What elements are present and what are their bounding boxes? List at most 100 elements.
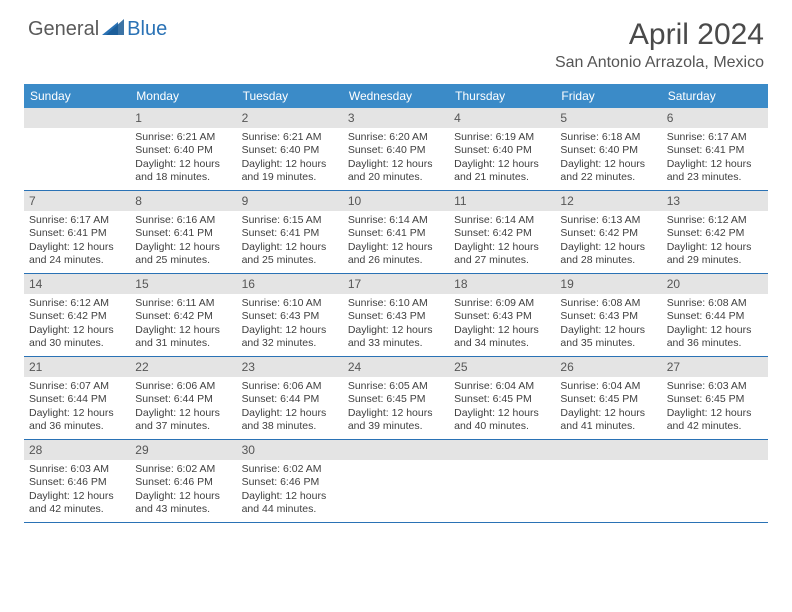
day-body: Sunrise: 6:12 AMSunset: 6:42 PMDaylight:… <box>662 211 768 273</box>
day-cell: 13Sunrise: 6:12 AMSunset: 6:42 PMDayligh… <box>662 191 768 273</box>
day-body: Sunrise: 6:16 AMSunset: 6:41 PMDaylight:… <box>130 211 236 273</box>
day-body-line: Daylight: 12 hours <box>29 407 125 420</box>
title-block: April 2024 San Antonio Arrazola, Mexico <box>555 18 764 72</box>
day-body: Sunrise: 6:18 AMSunset: 6:40 PMDaylight:… <box>555 128 661 190</box>
week-row: 7Sunrise: 6:17 AMSunset: 6:41 PMDaylight… <box>24 191 768 274</box>
day-number: 23 <box>237 357 343 377</box>
day-body: Sunrise: 6:03 AMSunset: 6:45 PMDaylight:… <box>662 377 768 439</box>
day-body <box>662 460 768 468</box>
day-body-line: and 38 minutes. <box>242 420 338 433</box>
day-body-line: Daylight: 12 hours <box>454 158 550 171</box>
day-body-line: and 28 minutes. <box>560 254 656 267</box>
day-body-line: and 19 minutes. <box>242 171 338 184</box>
day-number: 7 <box>24 191 130 211</box>
day-body-line: Sunset: 6:41 PM <box>667 144 763 157</box>
day-body-line: and 24 minutes. <box>29 254 125 267</box>
day-number: 18 <box>449 274 555 294</box>
day-cell: 30Sunrise: 6:02 AMSunset: 6:46 PMDayligh… <box>237 440 343 522</box>
day-body-line: Daylight: 12 hours <box>135 241 231 254</box>
day-body-line: and 18 minutes. <box>135 171 231 184</box>
day-number: 1 <box>130 108 236 128</box>
day-number: 19 <box>555 274 661 294</box>
day-body: Sunrise: 6:06 AMSunset: 6:44 PMDaylight:… <box>130 377 236 439</box>
day-body-line: Sunset: 6:41 PM <box>348 227 444 240</box>
day-number: 30 <box>237 440 343 460</box>
day-body: Sunrise: 6:11 AMSunset: 6:42 PMDaylight:… <box>130 294 236 356</box>
logo-text-1: General <box>28 18 99 41</box>
day-cell: 24Sunrise: 6:05 AMSunset: 6:45 PMDayligh… <box>343 357 449 439</box>
logo: General Blue <box>28 18 167 41</box>
day-body-line: Sunrise: 6:07 AM <box>29 380 125 393</box>
dow-wednesday: Wednesday <box>343 84 449 108</box>
day-cell: 23Sunrise: 6:06 AMSunset: 6:44 PMDayligh… <box>237 357 343 439</box>
day-body: Sunrise: 6:04 AMSunset: 6:45 PMDaylight:… <box>555 377 661 439</box>
day-body-line: Daylight: 12 hours <box>667 407 763 420</box>
day-body-line: Sunrise: 6:02 AM <box>242 463 338 476</box>
day-body-line: Sunset: 6:43 PM <box>242 310 338 323</box>
day-body <box>343 460 449 468</box>
day-body-line: Sunset: 6:42 PM <box>454 227 550 240</box>
day-body-line: Sunset: 6:46 PM <box>29 476 125 489</box>
day-cell: 25Sunrise: 6:04 AMSunset: 6:45 PMDayligh… <box>449 357 555 439</box>
day-body-line: Sunrise: 6:21 AM <box>242 131 338 144</box>
day-cell <box>662 440 768 522</box>
day-body-line: and 36 minutes. <box>667 337 763 350</box>
day-body-line: Sunrise: 6:15 AM <box>242 214 338 227</box>
day-body-line: Sunset: 6:40 PM <box>242 144 338 157</box>
day-body-line: and 29 minutes. <box>667 254 763 267</box>
day-number: 21 <box>24 357 130 377</box>
day-body-line: Sunrise: 6:03 AM <box>667 380 763 393</box>
day-cell: 9Sunrise: 6:15 AMSunset: 6:41 PMDaylight… <box>237 191 343 273</box>
day-body-line: and 44 minutes. <box>242 503 338 516</box>
day-cell: 21Sunrise: 6:07 AMSunset: 6:44 PMDayligh… <box>24 357 130 439</box>
day-body-line: Sunrise: 6:17 AM <box>667 131 763 144</box>
day-body-line: Sunset: 6:44 PM <box>242 393 338 406</box>
day-number <box>449 440 555 460</box>
day-body-line: Sunset: 6:45 PM <box>348 393 444 406</box>
day-body-line: Sunset: 6:45 PM <box>454 393 550 406</box>
day-cell: 28Sunrise: 6:03 AMSunset: 6:46 PMDayligh… <box>24 440 130 522</box>
day-body-line: Sunrise: 6:05 AM <box>348 380 444 393</box>
day-body-line: and 23 minutes. <box>667 171 763 184</box>
day-body-line: Sunset: 6:41 PM <box>29 227 125 240</box>
dow-saturday: Saturday <box>662 84 768 108</box>
day-body: Sunrise: 6:13 AMSunset: 6:42 PMDaylight:… <box>555 211 661 273</box>
day-cell: 29Sunrise: 6:02 AMSunset: 6:46 PMDayligh… <box>130 440 236 522</box>
day-body-line: and 37 minutes. <box>135 420 231 433</box>
day-body-line: Daylight: 12 hours <box>348 324 444 337</box>
day-cell: 10Sunrise: 6:14 AMSunset: 6:41 PMDayligh… <box>343 191 449 273</box>
day-cell: 1Sunrise: 6:21 AMSunset: 6:40 PMDaylight… <box>130 108 236 190</box>
day-cell: 12Sunrise: 6:13 AMSunset: 6:42 PMDayligh… <box>555 191 661 273</box>
day-body-line: and 31 minutes. <box>135 337 231 350</box>
day-body-line: Sunrise: 6:12 AM <box>667 214 763 227</box>
day-body: Sunrise: 6:08 AMSunset: 6:43 PMDaylight:… <box>555 294 661 356</box>
month-title: April 2024 <box>555 18 764 52</box>
header: General Blue April 2024 San Antonio Arra… <box>0 0 792 78</box>
day-body-line: Sunrise: 6:13 AM <box>560 214 656 227</box>
day-body-line: Sunset: 6:41 PM <box>242 227 338 240</box>
day-body-line: Daylight: 12 hours <box>29 241 125 254</box>
day-body-line: Sunrise: 6:10 AM <box>348 297 444 310</box>
day-cell: 15Sunrise: 6:11 AMSunset: 6:42 PMDayligh… <box>130 274 236 356</box>
day-body-line: Daylight: 12 hours <box>454 324 550 337</box>
day-cell: 14Sunrise: 6:12 AMSunset: 6:42 PMDayligh… <box>24 274 130 356</box>
day-number: 25 <box>449 357 555 377</box>
day-cell: 4Sunrise: 6:19 AMSunset: 6:40 PMDaylight… <box>449 108 555 190</box>
day-body-line: and 25 minutes. <box>135 254 231 267</box>
day-body-line: and 26 minutes. <box>348 254 444 267</box>
day-body-line: Daylight: 12 hours <box>29 490 125 503</box>
day-body-line: Daylight: 12 hours <box>560 324 656 337</box>
day-body-line: Sunset: 6:42 PM <box>667 227 763 240</box>
day-body-line: Sunrise: 6:04 AM <box>454 380 550 393</box>
day-body-line: Daylight: 12 hours <box>242 158 338 171</box>
day-body: Sunrise: 6:09 AMSunset: 6:43 PMDaylight:… <box>449 294 555 356</box>
day-body: Sunrise: 6:10 AMSunset: 6:43 PMDaylight:… <box>343 294 449 356</box>
day-body: Sunrise: 6:07 AMSunset: 6:44 PMDaylight:… <box>24 377 130 439</box>
day-body-line: Sunset: 6:45 PM <box>560 393 656 406</box>
day-body-line: Daylight: 12 hours <box>348 158 444 171</box>
day-body: Sunrise: 6:08 AMSunset: 6:44 PMDaylight:… <box>662 294 768 356</box>
day-body-line: Daylight: 12 hours <box>560 407 656 420</box>
day-body-line: and 34 minutes. <box>454 337 550 350</box>
day-cell: 2Sunrise: 6:21 AMSunset: 6:40 PMDaylight… <box>237 108 343 190</box>
day-number: 28 <box>24 440 130 460</box>
